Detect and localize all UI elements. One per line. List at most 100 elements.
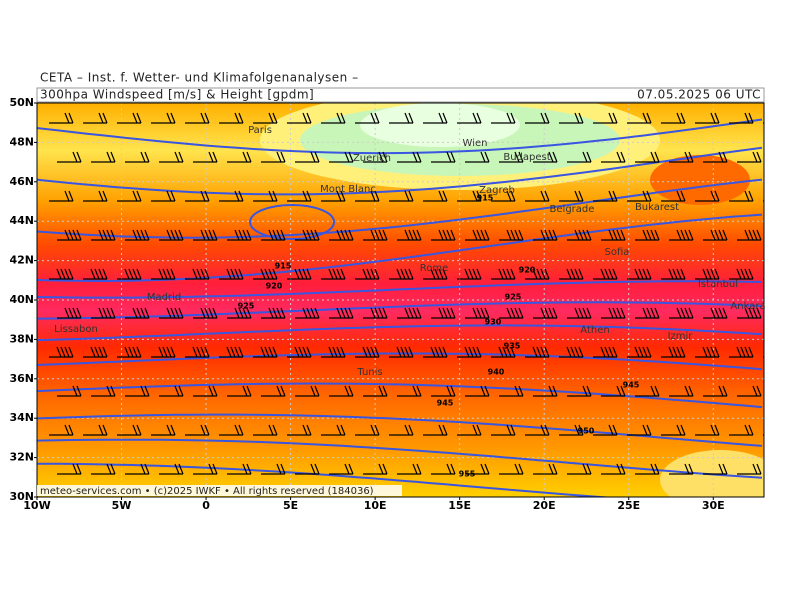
wind-barb	[491, 424, 516, 436]
lat-label: 32N	[9, 451, 34, 464]
wind-barb	[389, 112, 414, 124]
contour	[37, 382, 763, 409]
wind-barbs	[49, 112, 795, 475]
wind-barb	[737, 463, 762, 475]
wind-barb	[559, 346, 584, 358]
wind-barb	[457, 190, 482, 202]
wind-barb	[159, 307, 184, 319]
wind-barb	[431, 463, 456, 475]
wind-barb	[363, 307, 388, 319]
wind-barb	[423, 112, 448, 124]
wind-barb	[695, 268, 720, 280]
wind-barb	[329, 463, 354, 475]
lat-label: 50N	[9, 96, 34, 109]
wind-barb	[57, 229, 82, 241]
wind-barb	[321, 346, 346, 358]
wind-barb	[397, 151, 422, 163]
wind-barb	[193, 151, 218, 163]
wind-barb	[389, 268, 414, 280]
wind-barb	[125, 229, 150, 241]
wind-barb	[567, 151, 592, 163]
wind-barb	[83, 424, 108, 436]
wind-barb	[397, 385, 422, 397]
wind-barb	[559, 190, 584, 202]
wind-barb	[363, 463, 388, 475]
wind-barb	[737, 151, 762, 163]
wind-barb	[287, 268, 312, 280]
city-label: Rome	[420, 263, 449, 274]
wind-barb	[771, 152, 795, 162]
wind-barb	[295, 307, 320, 319]
wind-barb	[83, 346, 108, 358]
wind-barb	[763, 434, 764, 436]
wind-barb	[695, 346, 720, 358]
wind-barb	[533, 229, 558, 241]
wind-barb	[635, 307, 660, 319]
contour	[37, 213, 763, 283]
wind-barb	[763, 122, 764, 124]
wind-barb	[661, 112, 686, 124]
wind-barb	[193, 307, 218, 319]
wind-barb	[737, 385, 762, 397]
wind-barb	[287, 190, 312, 202]
wind-barb	[669, 229, 694, 241]
wind-field	[650, 155, 750, 205]
contour-label: 925	[238, 302, 255, 311]
wind-barb	[593, 268, 618, 280]
wind-barb	[465, 463, 490, 475]
wind-barb	[499, 229, 524, 241]
wind-barb	[695, 112, 720, 124]
wind-barb	[219, 112, 244, 124]
wind-barb	[185, 424, 210, 436]
wind-barb	[185, 190, 210, 202]
city-label: Izmir	[668, 331, 694, 342]
wind-barb	[431, 307, 456, 319]
wind-barb	[635, 463, 660, 475]
wind-barb	[355, 112, 380, 124]
wind-barb	[219, 424, 244, 436]
wind-barb	[533, 385, 558, 397]
wind-barb	[227, 385, 252, 397]
lon-label: 25E	[617, 499, 640, 512]
wind-barb	[227, 229, 252, 241]
wind-barb	[703, 385, 728, 397]
wind-barb	[559, 112, 584, 124]
wind-barb	[253, 190, 278, 202]
city-label: Bukarest	[635, 202, 679, 213]
contour-label: 935	[504, 342, 521, 351]
city-label: Mont Blanc	[320, 184, 376, 195]
wind-barb	[261, 463, 286, 475]
city-label: Paris	[248, 125, 272, 136]
wind-barb	[695, 190, 720, 202]
wind-barb	[593, 190, 618, 202]
wind-barb	[729, 424, 754, 436]
wind-barb	[363, 385, 388, 397]
wind-barb	[627, 346, 652, 358]
wind-barb	[525, 112, 550, 124]
wind-barb	[261, 385, 286, 397]
wind-barb	[661, 424, 686, 436]
lat-label: 44N	[9, 214, 34, 227]
wind-barb	[91, 307, 116, 319]
wind-barb	[159, 151, 184, 163]
wind-barb	[253, 424, 278, 436]
city-label: Tunis	[356, 367, 382, 378]
city-label: Madrid	[147, 292, 181, 303]
wind-barb	[525, 190, 550, 202]
city-label: Belgrade	[550, 204, 595, 215]
wind-barb	[117, 112, 142, 124]
wind-barb	[661, 268, 686, 280]
wind-barb	[465, 307, 490, 319]
wind-barb	[771, 464, 795, 474]
contour	[37, 280, 763, 299]
wind-barb	[49, 190, 74, 202]
wind-barb	[559, 424, 584, 436]
wind-barb	[533, 151, 558, 163]
wind-barb	[227, 151, 252, 163]
contour-label: 955	[459, 470, 476, 479]
wind-barb	[49, 112, 74, 124]
wind-barb	[355, 268, 380, 280]
wind-barb	[295, 385, 320, 397]
lon-label: 10W	[23, 499, 50, 512]
